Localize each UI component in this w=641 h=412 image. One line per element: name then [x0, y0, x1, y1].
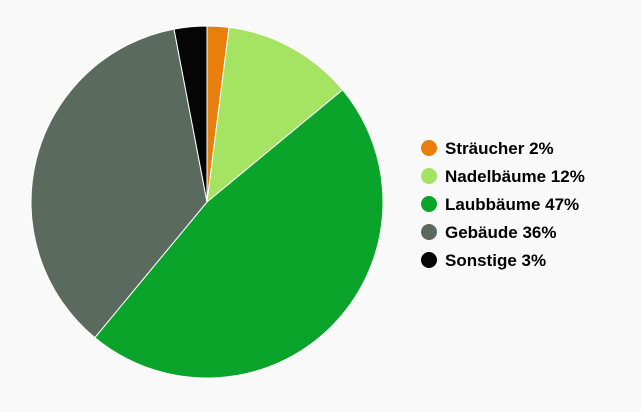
legend-marker: [421, 252, 437, 268]
pie-slice: [30, 28, 208, 339]
pie-slice: [173, 25, 208, 203]
legend-item: Sonstige 3%: [421, 251, 546, 270]
legend-item: Gebäude 36%: [421, 223, 557, 242]
legend-marker: [421, 140, 437, 156]
legend-label: Sonstige 3%: [445, 251, 546, 270]
pie-slice: [206, 26, 344, 204]
legend-marker: [421, 224, 437, 240]
legend-item: Sträucher 2%: [421, 139, 554, 158]
legend-label: Laubbäume 47%: [445, 195, 579, 214]
pie-slices: [30, 25, 384, 379]
legend-marker: [421, 168, 437, 184]
legend-label: Gebäude 36%: [445, 223, 557, 242]
legend: Sträucher 2% Nadelbäume 12% Laubbäume 47% G…: [421, 139, 585, 270]
legend-label: Nadelbäume 12%: [445, 167, 585, 186]
legend-item: Laubbäume 47%: [421, 195, 579, 214]
legend-item: Nadelbäume 12%: [421, 167, 585, 186]
legend-marker: [421, 196, 437, 212]
pie-slice: [94, 89, 384, 379]
legend-label: Sträucher 2%: [445, 139, 554, 158]
